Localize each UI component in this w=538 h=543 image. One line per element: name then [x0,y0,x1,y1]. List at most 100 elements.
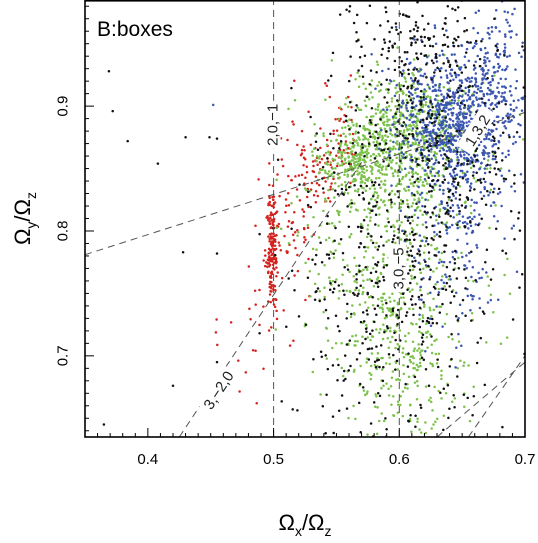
data-point [409,29,412,33]
data-point [434,158,438,162]
data-point [386,57,389,60]
data-point [410,230,414,234]
data-point [445,74,449,77]
data-point [426,346,429,349]
data-point [473,215,476,219]
data-point [369,239,373,242]
data-point [306,276,310,279]
data-point [478,213,481,216]
data-point [382,123,386,127]
data-point [472,26,475,30]
data-point [434,161,437,165]
data-point [370,79,374,82]
data-point [459,84,463,88]
data-point [494,9,498,12]
data-point [386,147,390,151]
data-point [345,343,349,346]
data-point [512,108,516,112]
data-point [421,159,424,162]
data-point [436,99,440,102]
data-point [314,201,318,204]
data-point [292,339,295,343]
data-point [412,366,415,370]
data-point [387,238,390,242]
data-point [444,110,447,113]
data-point [280,158,284,161]
data-point [315,159,318,162]
data-point [270,204,274,208]
data-point [391,309,395,312]
data-point [459,66,463,69]
data-point [458,104,462,108]
data-point [418,199,421,202]
data-point [306,203,310,207]
data-point [391,133,394,137]
data-point [427,110,430,113]
data-point [382,113,385,116]
data-point [455,173,459,176]
data-point [430,165,433,169]
data-point [498,52,502,56]
data-point [449,133,452,136]
data-point [470,319,473,322]
data-point [373,144,377,147]
data-point [354,288,357,292]
data-point [456,183,460,187]
data-point [386,217,390,220]
data-point [414,425,417,429]
data-point [466,177,470,181]
data-point [395,359,399,363]
data-point [436,102,440,105]
data-point [413,347,416,350]
data-point [422,148,425,152]
data-point [365,156,369,159]
data-point [310,181,314,185]
data-point [291,408,294,411]
data-point [453,53,456,56]
data-point [422,267,425,271]
data-point [465,254,468,257]
data-point [429,215,432,219]
data-point [402,91,405,95]
data-point [394,105,397,108]
data-point [402,363,405,367]
data-point [411,303,414,306]
data-point [258,331,261,335]
data-point [460,251,463,255]
data-point [438,184,442,188]
data-point [303,187,307,190]
data-point [447,195,450,199]
data-point [401,351,404,354]
data-point [450,199,453,202]
data-point [371,135,374,139]
data-point [475,147,479,150]
data-point [515,33,518,36]
data-point [450,333,453,336]
data-point [414,414,417,418]
data-point [454,123,458,127]
data-point [489,166,492,170]
data-point [426,95,430,98]
data-point [429,291,432,295]
data-point [388,193,391,196]
data-point [329,161,332,164]
data-point [473,90,476,94]
data-point [362,186,365,190]
data-point [485,271,488,274]
data-point [424,350,427,353]
data-point [452,184,455,188]
data-point [441,27,445,30]
data-point [412,362,415,365]
data-point [344,126,347,129]
data-point [416,252,419,255]
data-point [359,364,362,368]
data-point [403,215,407,219]
data-point [394,241,397,245]
data-point [483,187,487,191]
data-point [445,232,449,235]
y-tick-label: 0.9 [55,96,72,117]
data-point [462,114,465,118]
data-point [267,235,270,238]
data-point [343,354,347,357]
data-point [382,160,385,163]
